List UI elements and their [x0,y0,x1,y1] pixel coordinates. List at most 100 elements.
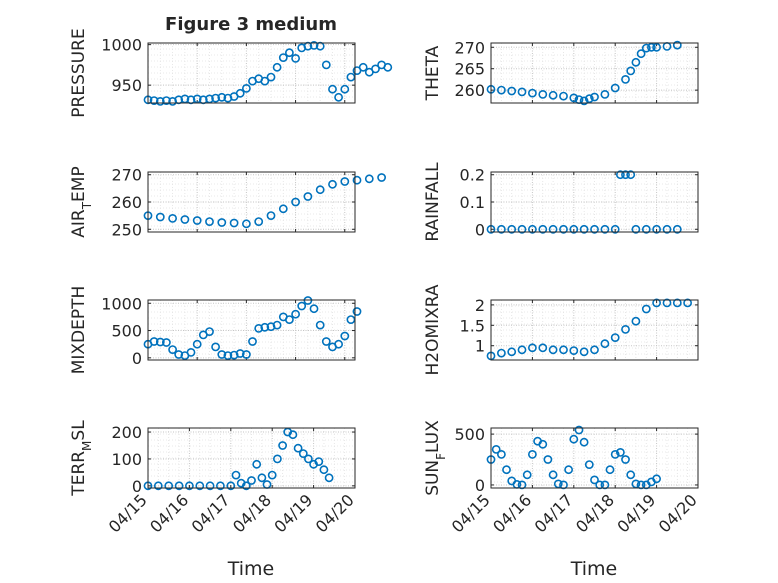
axes-frame [147,171,356,233]
y-axis-label: PRESSURE [69,28,89,117]
y-tick-label: 1000 [101,36,142,55]
data-point [324,473,334,483]
data-point [548,345,558,355]
data-point [507,86,517,96]
data-point [288,430,298,440]
y-axis-label: SUNFLUX [423,420,448,496]
data-point [538,90,548,99]
data-point [291,54,300,63]
series-markers [486,40,682,106]
data-point [616,170,625,180]
data-point [641,43,651,53]
minor-grid [491,43,698,103]
data-point [610,83,620,93]
data-point [548,470,558,480]
data-point [257,473,267,483]
data-point [652,474,661,484]
data-point [559,224,568,234]
data-point [334,92,343,102]
data-point [528,449,537,459]
data-point [252,459,262,469]
data-point [507,347,517,357]
data-point [377,173,386,182]
y-axis-label: TERRMSL [69,420,94,497]
data-point [590,475,599,485]
axes-frame [490,427,699,489]
data-point [548,224,558,234]
data-point [241,219,251,229]
data-point [491,444,501,454]
data-point [272,454,282,464]
major-grid [148,428,355,488]
y-tick-label: 270 [111,166,142,185]
data-point [590,345,599,355]
data-point [260,322,270,332]
data-point [192,216,202,225]
data-point [315,185,325,195]
data-point [235,349,245,358]
y-axis-label: AIRTEMP [69,166,94,237]
data-point [507,224,517,234]
x-tick-label: 04/20 [655,490,701,536]
data-point [291,197,300,207]
data-point [229,218,239,228]
data-point [610,224,620,234]
data-point [226,481,236,491]
y-axis-label: RAINFALL [423,162,443,242]
data-point [168,345,177,354]
data-point [496,224,506,234]
x-tick-label: 04/19 [613,490,659,536]
series-markers [143,427,334,491]
x-tick-label: 04/17 [188,490,234,536]
data-point [579,437,589,447]
axes-frame [147,299,356,361]
data-point [528,88,537,98]
data-point [371,64,380,74]
y-tick-label: 265 [454,60,485,79]
data-point [174,481,184,491]
x-tick-label: 04/20 [312,490,358,536]
data-point [569,346,579,355]
data-point [205,481,215,491]
data-point [164,481,174,491]
data-point [672,224,682,234]
data-point [267,470,277,480]
data-point [605,465,615,475]
data-point [600,224,610,234]
data-point [328,179,337,189]
major-grid [491,428,698,488]
data-point [211,342,220,352]
data-point [672,298,682,308]
data-point [149,96,159,105]
y-tick-label: 1.5 [460,316,485,335]
data-point [340,177,350,186]
data-point [319,465,329,475]
data-point [579,224,589,234]
y-tick-label: 2 [475,296,485,315]
data-point [647,42,656,52]
data-point [272,62,282,72]
data-point [538,439,548,449]
data-point [616,447,625,457]
x-axis-label-right: Time [570,558,618,580]
data-point [321,337,331,346]
data-point [631,316,641,326]
data-point [564,465,573,475]
data-point [309,41,319,50]
data-point [626,470,636,480]
data-point [569,434,579,444]
y-axis-label: MIXDEPTH [69,286,89,375]
data-point [215,481,225,491]
data-point [155,212,165,222]
data-point [217,218,227,227]
data-point [231,470,241,480]
data-point [652,42,661,52]
data-point [328,84,337,94]
data-point [174,350,184,359]
data-point [683,298,692,308]
data-point [284,48,294,58]
data-point [600,90,610,99]
data-point [590,224,599,234]
y-tick-label: 1 [475,337,485,356]
data-point [241,84,251,93]
